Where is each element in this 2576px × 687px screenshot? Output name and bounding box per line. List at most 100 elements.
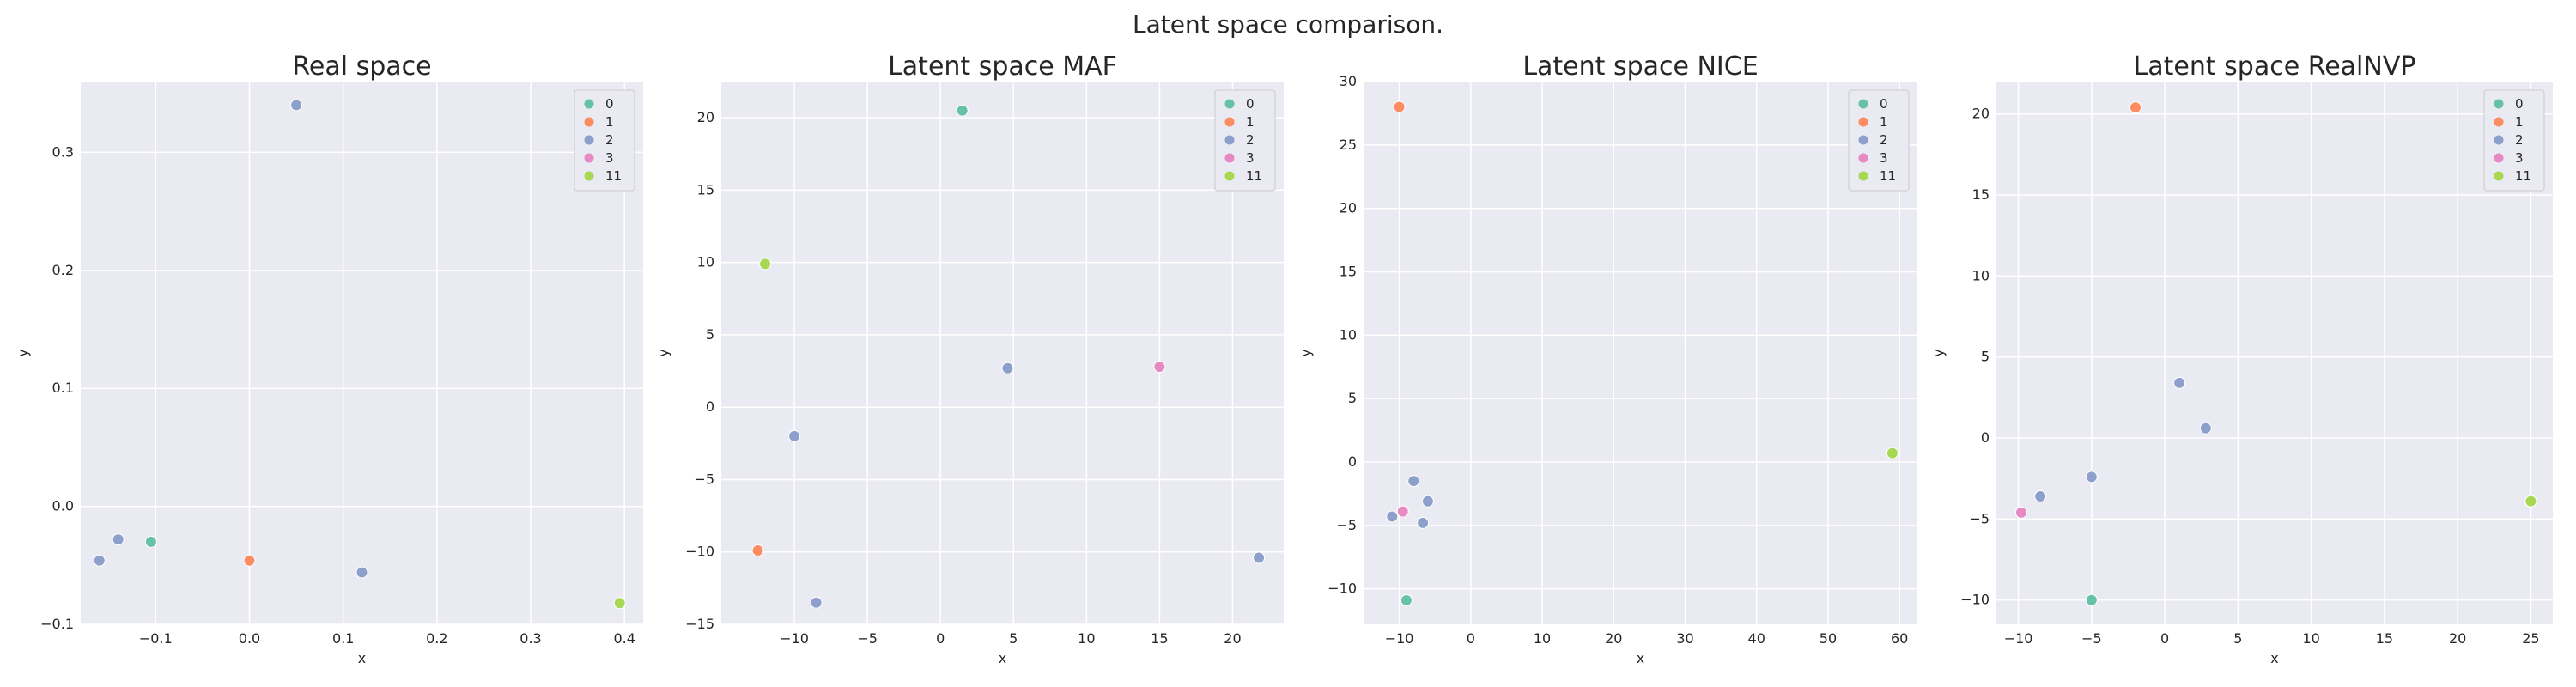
y-tick-label: 20 xyxy=(697,109,714,125)
data-point-class-2 xyxy=(810,596,823,609)
y-tick-label: −10 xyxy=(1327,581,1357,597)
legend-frame xyxy=(1214,89,1276,192)
legend-frame xyxy=(574,89,635,192)
legend-marker-11 xyxy=(1224,171,1235,181)
y-tick-label: 0 xyxy=(1348,453,1357,470)
y-tick-label: 5 xyxy=(1981,349,1990,365)
data-point-class-1 xyxy=(751,544,764,557)
legend-label-11: 11 xyxy=(1880,168,1896,184)
legend-marker-11 xyxy=(2494,171,2504,181)
legend: 0 1 2 3 11 xyxy=(1214,89,1276,192)
data-point-class-1 xyxy=(2129,101,2142,114)
x-tick-label: −0.1 xyxy=(139,630,173,647)
x-tick-label: 0 xyxy=(2160,630,2169,647)
data-point-class-2 xyxy=(2173,376,2186,389)
y-tick-label: 20 xyxy=(1340,200,1357,216)
x-tick-label: 40 xyxy=(1748,630,1765,647)
legend-label-11: 11 xyxy=(2515,168,2531,184)
y-tick-label: 0 xyxy=(1981,429,1990,446)
legend-marker-2 xyxy=(1858,135,1868,145)
y-tick-label: 5 xyxy=(706,326,714,343)
x-tick-label: 0.3 xyxy=(519,630,541,647)
data-point-class-3 xyxy=(1153,361,1166,374)
legend-marker-1 xyxy=(1224,117,1235,127)
x-tick-label: 0.2 xyxy=(426,630,447,647)
x-tick-label: 20 xyxy=(1605,630,1622,647)
y-tick-label: 30 xyxy=(1340,73,1357,89)
plot-area xyxy=(721,82,1284,624)
x-tick-label: 0.1 xyxy=(332,630,354,647)
legend: 0 1 2 3 11 xyxy=(1848,89,1910,192)
x-tick-label: 5 xyxy=(1009,630,1018,647)
legend: 0 1 2 3 11 xyxy=(574,89,635,192)
legend: 0 1 2 3 11 xyxy=(2483,89,2545,192)
legend-marker-3 xyxy=(1858,153,1868,163)
x-tick-label: 10 xyxy=(1534,630,1551,647)
y-tick-label: −5 xyxy=(1969,510,1990,526)
legend-label-1: 1 xyxy=(1246,114,1255,130)
data-point-class-2 xyxy=(93,554,106,567)
legend-marker-11 xyxy=(584,171,594,181)
legend-marker-1 xyxy=(1858,117,1868,127)
data-point-class-2 xyxy=(2199,422,2212,435)
legend-marker-2 xyxy=(1224,135,1235,145)
data-point-class-3 xyxy=(1396,505,1409,518)
x-tick-label: 15 xyxy=(2376,630,2393,647)
legend-label-0: 0 xyxy=(1246,96,1255,112)
y-tick-label: 0.3 xyxy=(52,143,74,160)
x-axis-label: x xyxy=(1637,650,1644,666)
x-tick-label: 60 xyxy=(1891,630,1908,647)
legend-frame xyxy=(2483,89,2545,192)
data-point-class-2 xyxy=(112,533,125,546)
x-tick-label: 20 xyxy=(2449,630,2466,647)
legend-marker-3 xyxy=(1224,153,1235,163)
y-tick-label: 10 xyxy=(697,254,714,271)
legend-label-0: 0 xyxy=(2515,96,2524,112)
legend-marker-3 xyxy=(2494,153,2504,163)
data-point-class-2 xyxy=(1001,362,1014,374)
y-tick-label: 0 xyxy=(706,398,714,415)
data-point-class-11 xyxy=(2524,495,2537,508)
legend-label-0: 0 xyxy=(1880,96,1888,112)
data-point-class-11 xyxy=(613,597,626,610)
data-point-class-0 xyxy=(2085,593,2098,606)
x-tick-label: −10 xyxy=(1385,630,1414,647)
y-tick-label: 0.1 xyxy=(52,380,74,396)
legend-label-2: 2 xyxy=(2515,132,2524,148)
plot-area xyxy=(81,82,643,624)
legend-label-0: 0 xyxy=(605,96,614,112)
y-tick-label: 10 xyxy=(1972,267,1990,283)
legend-frame xyxy=(1848,89,1910,192)
data-point-class-2 xyxy=(1417,516,1430,529)
x-tick-label: −5 xyxy=(857,630,878,647)
panel-title: Real space xyxy=(292,52,431,82)
panel-title: Latent space RealNVP xyxy=(2134,52,2416,82)
y-tick-label: −15 xyxy=(685,616,714,632)
legend-label-1: 1 xyxy=(2515,114,2524,130)
x-axis-label: x xyxy=(358,650,366,666)
data-point-class-2 xyxy=(1386,510,1399,523)
plot-area xyxy=(1364,82,1917,624)
y-tick-label: −10 xyxy=(685,544,714,560)
x-tick-label: 10 xyxy=(2302,630,2319,647)
x-tick-label: 15 xyxy=(1151,630,1168,647)
legend-label-3: 3 xyxy=(2515,150,2524,166)
x-tick-label: 25 xyxy=(2522,630,2539,647)
y-axis-label: y xyxy=(655,349,671,356)
data-point-class-2 xyxy=(1407,475,1420,488)
legend-marker-0 xyxy=(1224,99,1235,109)
x-tick-label: 0 xyxy=(936,630,945,647)
data-point-class-11 xyxy=(1886,447,1899,459)
figure-title: Latent space comparison. xyxy=(1133,10,1443,39)
legend-label-2: 2 xyxy=(605,132,614,148)
legend-marker-2 xyxy=(584,135,594,145)
data-point-class-3 xyxy=(2014,506,2027,519)
panel-title: Latent space MAF xyxy=(888,52,1117,82)
legend-label-3: 3 xyxy=(1246,150,1255,166)
y-tick-label: −10 xyxy=(1960,592,1990,608)
legend-label-11: 11 xyxy=(1246,168,1262,184)
legend-marker-11 xyxy=(1858,171,1868,181)
plot-area xyxy=(1996,82,2553,624)
